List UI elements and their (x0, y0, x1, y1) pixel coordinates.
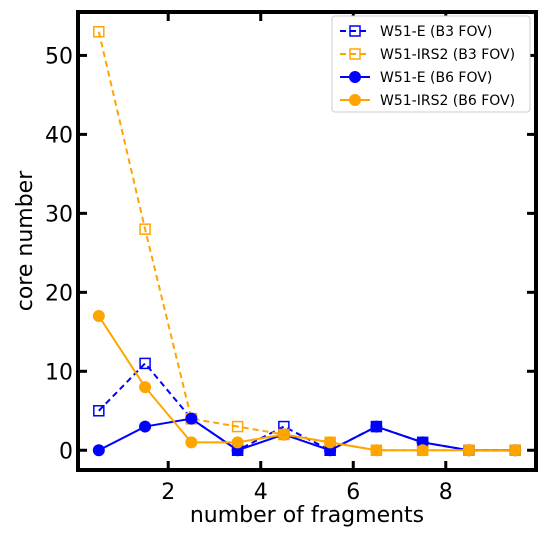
data-point (349, 71, 361, 83)
legend-label: W51-IRS2 (B3 FOV) (380, 47, 515, 63)
series-line (98, 417, 516, 452)
data-point (349, 48, 361, 60)
data-point (349, 94, 361, 106)
plot-frame (76, 10, 538, 472)
data-point (509, 444, 522, 457)
data-point (349, 25, 361, 37)
data-point (93, 25, 105, 38)
series-layer (92, 25, 522, 457)
x-axis-title: number of fragments (190, 503, 424, 528)
legend-entry: W51-IRS2 (B3 FOV) (340, 47, 515, 63)
x-tick-label: 8 (439, 480, 453, 505)
legend-label: W51-E (B6 FOV) (380, 70, 492, 86)
y-tick-label: 40 (45, 123, 73, 148)
legend-box (331, 15, 531, 113)
axes-border (76, 10, 538, 472)
data-point (231, 436, 244, 449)
legend: W51-E (B3 FOV) W51-IRS2 (B3 FOV) W51-E (B6… (331, 15, 531, 113)
data-point (462, 444, 475, 457)
data-point (139, 381, 152, 394)
data-point (324, 436, 337, 449)
series (93, 357, 521, 457)
series (92, 310, 522, 457)
data-point (416, 444, 429, 457)
legend-label: W51-E (B3 FOV) (380, 24, 492, 40)
y-axis-title: core number (13, 170, 38, 311)
legend-label: W51-IRS2 (B6 FOV) (380, 93, 515, 109)
data-point (277, 428, 290, 441)
y-tick-label: 20 (45, 281, 73, 306)
data-point (370, 444, 383, 457)
data-point (92, 310, 105, 323)
x-tick-label: 6 (346, 480, 360, 505)
series-line (97, 315, 516, 452)
data-point (185, 412, 198, 425)
x-tick-label: 2 (161, 480, 175, 505)
data-point (185, 436, 198, 449)
legend-entry: W51-E (B3 FOV) (340, 24, 492, 40)
data-point (139, 420, 152, 433)
data-point (139, 223, 151, 235)
y-tick-label: 50 (45, 44, 73, 69)
y-tick-label: 10 (45, 360, 73, 385)
y-tick-label: 0 (59, 439, 73, 464)
legend-entry: W51-IRS2 (B6 FOV) (340, 93, 515, 109)
data-point (93, 405, 105, 417)
data-point (139, 357, 151, 370)
y-tick-label: 30 (45, 202, 73, 227)
data-point (370, 420, 383, 433)
legend-entry: W51-E (B6 FOV) (340, 70, 492, 86)
data-point (231, 420, 244, 433)
data-point (92, 444, 105, 457)
x-tick-label: 4 (254, 480, 268, 505)
